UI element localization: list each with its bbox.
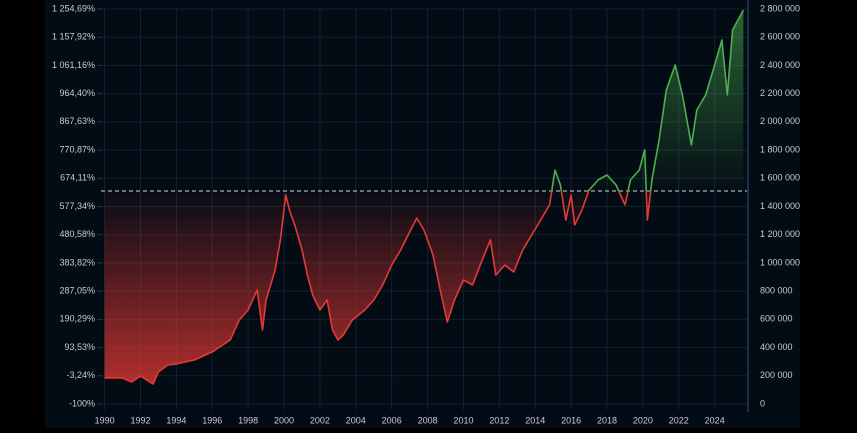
- x-tick-label: 2016: [561, 415, 581, 425]
- y-tick-label: 800 000: [760, 286, 793, 296]
- line: [104, 9, 745, 385]
- x-tick-label: 2002: [310, 415, 330, 425]
- y-tick-label: 2 000 000: [760, 116, 800, 126]
- y-tick-label: 400 000: [760, 342, 793, 352]
- y2-tick-label: 770,87%: [59, 144, 95, 154]
- area: [104, 10, 744, 384]
- y-tick-label: 1 800 000: [760, 144, 800, 154]
- y2-tick-label: 1 061,16%: [52, 60, 95, 70]
- x-tick-label: 2020: [633, 415, 653, 425]
- y-tick-label: 2 800 000: [760, 3, 800, 13]
- y-tick-label: 600 000: [760, 314, 793, 324]
- y2-tick-label: 577,34%: [59, 201, 95, 211]
- y2-tick-label: 1 254,69%: [52, 3, 95, 13]
- y2-tick-label: 190,29%: [59, 314, 95, 324]
- y-tick-label: 1 600 000: [760, 173, 800, 183]
- y2-tick-label: -100%: [69, 398, 95, 408]
- y-tick-label: 1 000 000: [760, 257, 800, 267]
- x-tick-label: 2014: [525, 415, 545, 425]
- y2-tick-label: 964,40%: [59, 88, 95, 98]
- y-tick-label: 0: [760, 398, 765, 408]
- y2-tick-label: 93,53%: [64, 342, 95, 352]
- y2-tick-label: -3,24%: [66, 370, 95, 380]
- y2-tick-label: 674,11%: [60, 173, 95, 183]
- x-tick-label: 2018: [597, 415, 617, 425]
- y-tick-label: 1 200 000: [760, 229, 800, 239]
- y-tick-label: 200 000: [760, 370, 793, 380]
- x-tick-label: 2000: [274, 415, 294, 425]
- y2-tick-label: 287,05%: [59, 286, 95, 296]
- x-tick-label: 1990: [95, 415, 115, 425]
- y2-tick-label: 480,58%: [59, 229, 95, 239]
- x-tick-label: 1998: [238, 415, 258, 425]
- y-tick-label: 2 400 000: [760, 60, 800, 70]
- x-tick-label: 2008: [418, 415, 438, 425]
- x-tick-label: 2022: [669, 415, 689, 425]
- x-tick-label: 2024: [705, 415, 725, 425]
- y2-tick-label: 867,63%: [59, 116, 95, 126]
- x-tick-label: 2006: [382, 415, 402, 425]
- y2-tick-label: 1 157,92%: [52, 32, 95, 42]
- x-tick-label: 1994: [166, 415, 186, 425]
- x-tick-label: 2012: [489, 415, 509, 425]
- x-tick-label: 2010: [453, 415, 473, 425]
- y-tick-label: 2 200 000: [760, 88, 800, 98]
- x-tick-label: 2004: [346, 415, 366, 425]
- y2-tick-label: 383,82%: [59, 257, 95, 267]
- y-tick-label: 2 600 000: [760, 32, 800, 42]
- x-tick-label: 1996: [202, 415, 222, 425]
- y-tick-label: 1 400 000: [760, 201, 800, 211]
- x-tick-label: 1992: [130, 415, 150, 425]
